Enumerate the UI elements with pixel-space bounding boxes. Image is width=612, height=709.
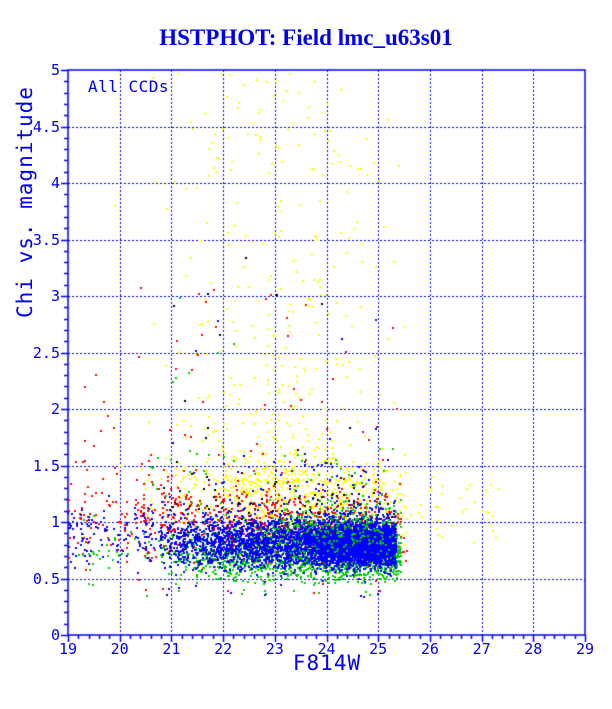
x-tick-label: 28 xyxy=(524,640,543,658)
y-tick-label: 5 xyxy=(50,61,60,79)
y-tick-label: 2.5 xyxy=(32,343,60,362)
x-tick-label: 21 xyxy=(162,640,181,658)
y-tick-label: 3.5 xyxy=(32,230,60,249)
ccd-annotation-label: All CCDs xyxy=(88,77,170,96)
y-tick-label: 1.5 xyxy=(32,456,60,475)
x-tick-label: 29 xyxy=(575,640,595,658)
x-axis-label: F814W xyxy=(292,651,362,675)
y-tick-label: 4.5 xyxy=(32,117,60,136)
x-tick-label: 20 xyxy=(110,640,129,658)
y-tick-label: 0.5 xyxy=(32,569,60,588)
x-tick-label: 24 xyxy=(317,640,336,658)
y-tick-label: 1 xyxy=(50,513,60,531)
y-tick-label: 3 xyxy=(50,287,60,305)
y-tick-label: 2 xyxy=(50,400,60,418)
page-title: HSTPHOT: Field lmc_u63s01 xyxy=(159,25,453,50)
x-tick-label: 23 xyxy=(265,640,284,658)
x-tick-label: 25 xyxy=(369,640,388,658)
x-tick-label: 19 xyxy=(58,640,78,658)
y-tick-label: 4 xyxy=(50,174,60,192)
x-tick-label: 26 xyxy=(420,640,439,658)
y-tick-label: 0 xyxy=(50,626,60,644)
x-tick-label: 27 xyxy=(472,640,491,658)
x-tick-label: 22 xyxy=(214,640,233,658)
